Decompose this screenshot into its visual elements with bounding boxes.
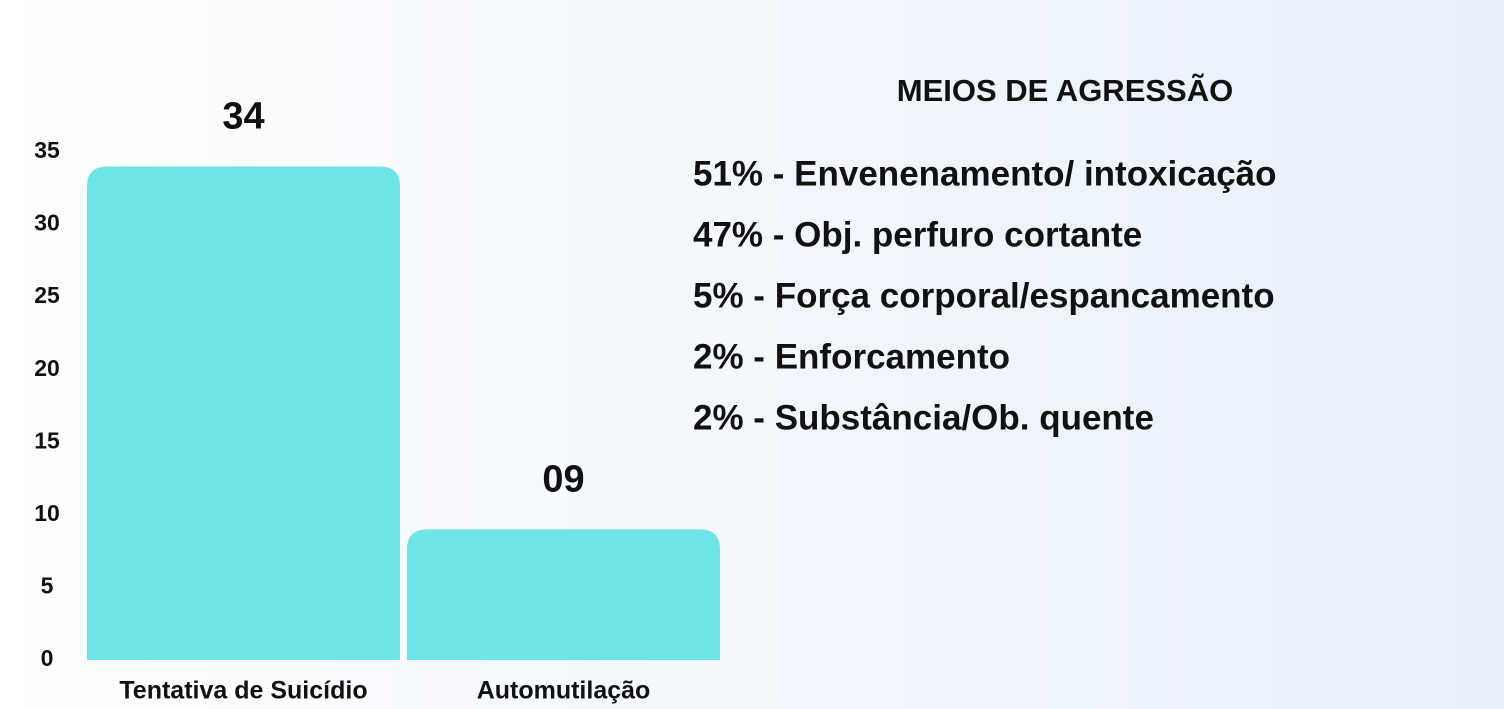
y-tick-label: 30 [34, 210, 60, 236]
panel-title: MEIOS DE AGRESSÃO [897, 73, 1233, 108]
panel-item: 51% - Envenenamento/ intoxicação [693, 154, 1277, 193]
y-tick-label: 10 [34, 500, 60, 526]
y-tick-label: 15 [34, 427, 60, 453]
x-tick-label: Automutilação [477, 677, 651, 705]
y-tick-label: 5 [41, 573, 54, 599]
panel-item: 5% - Força corporal/espancamento [693, 276, 1275, 315]
panel-item: 47% - Obj. perfuro cortante [693, 215, 1142, 254]
y-tick-label: 20 [34, 355, 60, 381]
bar [87, 166, 400, 660]
panel-item: 2% - Substância/Ob. quente [693, 398, 1154, 437]
x-tick-label: Tentativa de Suicídio [119, 677, 367, 705]
value-label: 34 [222, 96, 264, 138]
panel-item: 2% - Enforcamento [693, 337, 1010, 376]
bar [407, 529, 720, 660]
y-tick-label: 35 [34, 137, 60, 163]
y-tick-label: 25 [34, 282, 60, 308]
y-tick-label: 0 [41, 645, 54, 671]
value-label: 09 [542, 458, 584, 500]
